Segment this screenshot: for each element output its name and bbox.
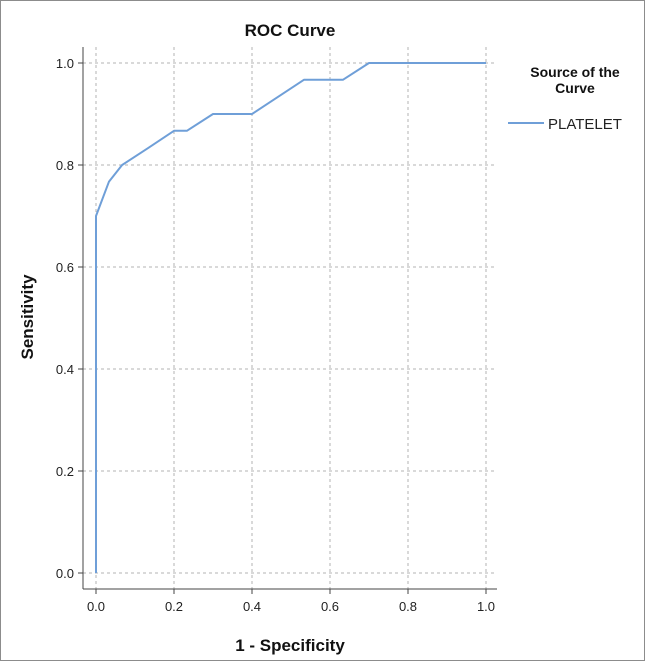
x-tick-label: 1.0 — [477, 599, 495, 614]
axes — [82, 47, 497, 590]
y-tick-label: 0.8 — [56, 158, 74, 173]
legend-title-line-1: Source of the — [530, 64, 620, 80]
x-tick-label: 0.2 — [165, 599, 183, 614]
legend-entry-platelet: PLATELET — [548, 116, 622, 133]
y-tick-label: 0.0 — [56, 566, 74, 581]
x-axis-label: 1 - Specificity — [235, 636, 345, 655]
y-axis-label: Sensitivity — [18, 274, 37, 360]
x-tick-label: 0.0 — [87, 599, 105, 614]
legend: Source of the Curve PLATELET — [508, 64, 622, 133]
chart-title: ROC Curve — [245, 21, 336, 40]
series-line-platelet — [95, 62, 486, 573]
y-tick-label: 0.6 — [56, 260, 74, 275]
grid — [83, 47, 497, 589]
x-tick-label: 0.6 — [321, 599, 339, 614]
y-tick-label: 0.4 — [56, 362, 74, 377]
x-axis-ticks: 0.0 0.2 0.4 0.6 0.8 1.0 — [87, 589, 495, 614]
series-layer — [95, 62, 486, 573]
legend-title-line-2: Curve — [555, 80, 595, 96]
y-axis-ticks: 0.0 0.2 0.4 0.6 0.8 1.0 — [56, 56, 83, 581]
y-tick-label: 1.0 — [56, 56, 74, 71]
y-tick-label: 0.2 — [56, 464, 74, 479]
x-tick-label: 0.4 — [243, 599, 261, 614]
x-tick-label: 0.8 — [399, 599, 417, 614]
